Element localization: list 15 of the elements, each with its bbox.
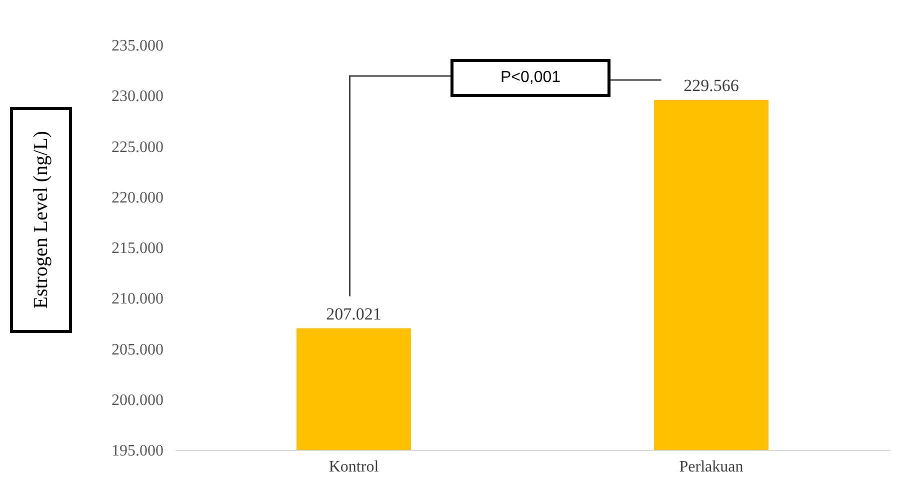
x-tick-label: Kontrol [328,458,380,476]
y-tick-label: 235.000 [112,38,164,54]
y-tick-label: 215.000 [112,240,164,257]
y-tick-label: 210.000 [112,290,164,308]
y-tick-label: 200.000 [112,392,164,409]
data-label: 229.566 [684,76,739,96]
y-tick-label: 195.000 [112,442,164,460]
y-tick-label: 205.000 [112,341,164,358]
annotation: P<0,001 [450,59,610,98]
y-tick-label: 220.000 [112,189,164,206]
x-tick-label: Perlakuan [679,458,744,476]
y-axis-title: Estrogen Level (ng/L) [30,131,52,309]
y-tick-label: 230.000 [112,88,164,106]
y-tick-label: 225.000 [112,138,164,156]
data-label: 207.021 [326,304,382,324]
